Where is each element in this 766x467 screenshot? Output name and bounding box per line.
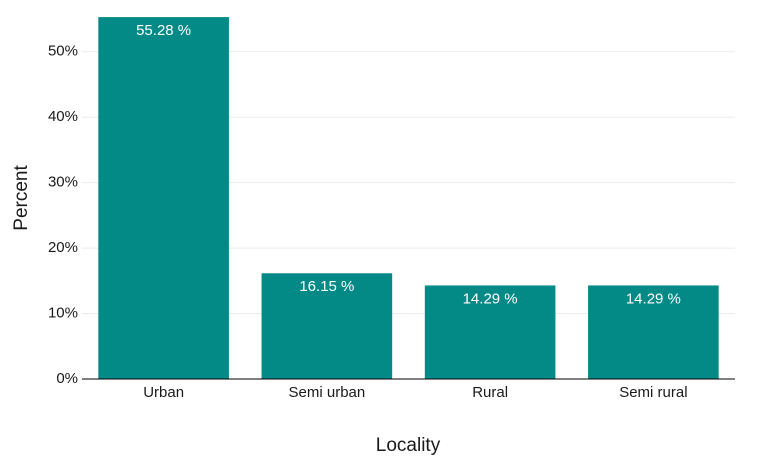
x-tick-label: Rural [472,384,508,401]
bar [588,285,719,379]
bar [424,285,556,379]
value-label: 14.29 % [626,290,681,307]
y-tick-label: 40% [48,108,78,125]
y-tick-label: 30% [48,174,78,191]
x-tick-label: Semi rural [619,384,687,401]
bar [98,17,229,379]
value-label: 14.29 % [463,290,518,307]
value-label: 16.15 % [299,278,354,295]
y-tick-label: 50% [48,43,78,60]
x-axis-title: Locality [376,435,441,456]
bar [261,273,393,379]
y-tick-label: 10% [48,305,78,322]
y-axis-title: Percent [11,165,32,231]
y-tick-label: 0% [56,370,78,387]
y-tick-label: 20% [48,239,78,256]
value-label: 55.28 % [136,22,191,39]
x-tick-label: Urban [143,384,184,401]
x-tick-label: Semi urban [289,384,366,401]
